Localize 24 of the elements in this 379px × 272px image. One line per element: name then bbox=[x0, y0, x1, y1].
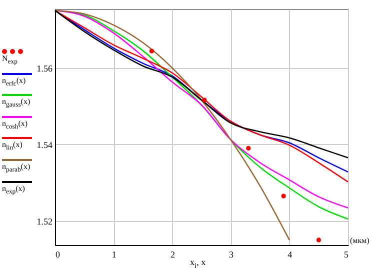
x-axis-title: x$_{i}$, x bbox=[190, 257, 206, 270]
point bbox=[149, 48, 154, 54]
legend-label: n$_{cosh}$(x) bbox=[2, 118, 29, 132]
x-tick-label: 5 bbox=[344, 250, 349, 260]
line-series bbox=[54, 10, 290, 241]
x-tick-label: 2 bbox=[170, 250, 175, 260]
y-tick-label: 1.52 bbox=[36, 216, 52, 226]
text: (мкм) bbox=[350, 236, 370, 245]
x-tick-label: 0 bbox=[56, 250, 60, 260]
point bbox=[281, 194, 286, 198]
y-tick-label: 1.54 bbox=[36, 140, 53, 150]
y-tick-label: 1.56 bbox=[36, 63, 53, 74]
point bbox=[202, 98, 207, 102]
point bbox=[316, 238, 322, 242]
legend-label: n$_{exp}$(x) bbox=[2, 184, 26, 196]
x-tick-label: 1 bbox=[112, 250, 116, 260]
x-tick-label: 3 bbox=[229, 250, 234, 260]
x-tick-label: 4 bbox=[288, 250, 293, 260]
legend-label: N$_{exp}$ bbox=[2, 54, 18, 67]
legend-label: n$_{lin}$(x) bbox=[2, 140, 24, 153]
point bbox=[246, 146, 251, 151]
legend-label: n$_{parab}$(x) bbox=[2, 162, 32, 175]
legend-label: n$_{gauss}$(x) bbox=[2, 97, 32, 110]
legend-label: n$_{erfc}$(x) bbox=[2, 76, 27, 88]
